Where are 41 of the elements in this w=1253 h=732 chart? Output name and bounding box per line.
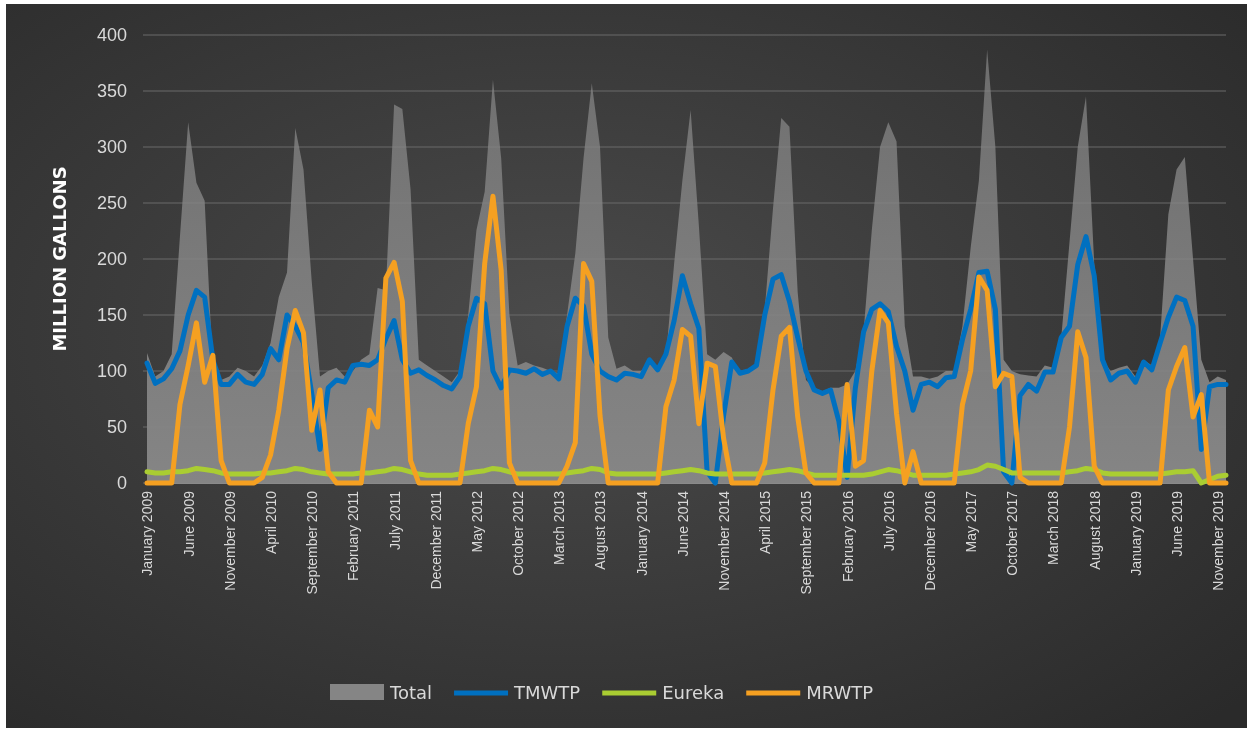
x-tick-label: December 2011 <box>427 490 444 590</box>
x-tick-label: February 2011 <box>345 490 362 582</box>
x-tick-label: August 2013 <box>592 490 609 570</box>
x-tick-label: November 2019 <box>1210 490 1227 591</box>
y-tick-label: 400 <box>96 25 127 46</box>
x-tick-label: September 2015 <box>798 490 815 595</box>
legend-label: TMWTP <box>513 682 581 704</box>
x-tick-label: January 2019 <box>1127 490 1144 576</box>
y-tick-label: 200 <box>96 249 127 270</box>
y-axis-title: MILLION GALLONS <box>49 166 70 352</box>
x-tick-label: January 2009 <box>139 490 156 576</box>
x-tick-label: June 2014 <box>674 490 691 557</box>
x-tick-label: July 2016 <box>880 490 897 551</box>
y-tick-label: 250 <box>96 193 127 214</box>
x-tick-label: April 2010 <box>262 490 279 555</box>
x-tick-label: October 2012 <box>510 490 527 576</box>
legend-label: Total <box>389 682 433 704</box>
x-tick-label: April 2015 <box>757 490 774 555</box>
legend-label: Eureka <box>662 682 725 704</box>
x-tick-label: June 2019 <box>1168 490 1185 557</box>
y-tick-label: 50 <box>106 417 127 438</box>
x-tick-label: September 2010 <box>304 490 321 595</box>
x-tick-label: February 2016 <box>839 490 856 583</box>
x-tick-label: May 2017 <box>963 490 980 553</box>
x-tick-label: November 2009 <box>221 490 238 591</box>
x-tick-label: March 2018 <box>1045 490 1062 565</box>
y-tick-label: 100 <box>96 361 127 382</box>
y-tick-label: 150 <box>96 305 127 326</box>
x-tick-label: December 2016 <box>921 490 938 591</box>
y-tick-label: 350 <box>96 81 127 102</box>
x-tick-label: July 2011 <box>386 490 403 550</box>
x-tick-label: October 2017 <box>1004 490 1021 576</box>
x-tick-label: August 2018 <box>1086 490 1103 570</box>
x-tick-label: May 2012 <box>468 490 485 553</box>
x-tick-label: November 2014 <box>715 490 732 591</box>
y-tick-label: 0 <box>116 473 127 494</box>
y-tick-label: 300 <box>96 137 127 158</box>
legend-label: MRWTP <box>806 682 874 704</box>
x-tick-label: January 2014 <box>633 490 650 576</box>
x-tick-label: March 2013 <box>551 490 568 565</box>
x-tick-label: June 2009 <box>180 490 197 557</box>
